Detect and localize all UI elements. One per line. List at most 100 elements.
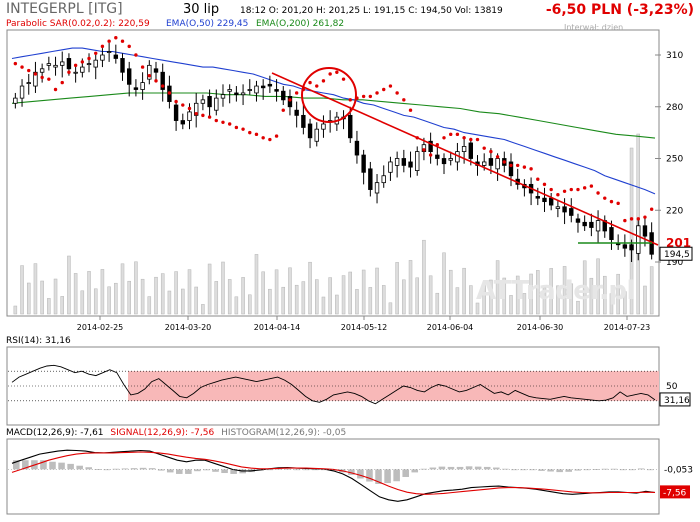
candle-body xyxy=(274,89,279,92)
sar-dot xyxy=(382,87,386,92)
macd-histogram-bar xyxy=(112,468,120,470)
signal-line xyxy=(11,451,656,495)
candle-body xyxy=(73,71,78,74)
macd-legend-histogram: HISTOGRAM(12,26,9): -0,05 xyxy=(221,428,347,438)
sar-dot xyxy=(288,98,292,102)
macd-panel-frame xyxy=(6,438,660,515)
sar-dot xyxy=(509,163,513,168)
macd-histogram-bar xyxy=(411,469,419,473)
volume-bar xyxy=(462,267,466,315)
macd-histogram-bar xyxy=(139,467,147,470)
volume-bar xyxy=(140,278,145,315)
volume-bar xyxy=(455,287,460,315)
sar-dot xyxy=(408,108,413,112)
volume-bar xyxy=(288,267,292,315)
candle-body xyxy=(408,161,413,168)
sar-dot xyxy=(261,136,265,140)
candle-body xyxy=(441,158,447,165)
macd-histogram-bar xyxy=(266,469,274,471)
sar-dot xyxy=(221,120,225,124)
volume-bar xyxy=(341,275,346,315)
sar-dot xyxy=(609,199,614,204)
volume-bar xyxy=(629,147,634,315)
candle-body xyxy=(582,221,587,227)
candle-body xyxy=(562,206,567,213)
macd-histogram-bar xyxy=(456,466,464,470)
watermark: ATTrader.pl xyxy=(476,276,635,306)
volume-bar xyxy=(47,298,51,315)
volume-bar xyxy=(489,279,493,315)
ema50-line xyxy=(11,47,656,195)
date-axis-label: 2014-06-04 xyxy=(427,323,474,332)
sar-dot xyxy=(562,189,567,193)
volume-bar xyxy=(361,269,366,315)
sar-dot xyxy=(214,118,218,123)
sar-dot xyxy=(375,91,379,95)
sar-dot xyxy=(294,91,299,95)
sar-dot xyxy=(33,72,38,76)
volume-bar xyxy=(13,305,18,315)
sar-dot xyxy=(589,184,594,188)
rsi-axis-label: 50 xyxy=(666,382,678,392)
sar-dot xyxy=(328,72,332,76)
sar-dot xyxy=(341,77,346,81)
sar-dot xyxy=(489,149,493,154)
candle-body xyxy=(113,54,119,59)
sar-dot xyxy=(13,61,18,66)
rsi-line xyxy=(11,364,656,405)
candle-body xyxy=(508,161,514,177)
sar-dot xyxy=(395,91,399,95)
legend-sar: Parabolic SAR(0.02,0.2): 220,59 xyxy=(6,19,150,29)
sar-dot xyxy=(388,84,393,88)
macd-histogram-bar xyxy=(194,469,201,472)
macd-histogram-bar xyxy=(646,469,654,471)
macd-histogram-bar xyxy=(447,466,455,470)
ema200-line xyxy=(11,92,656,139)
macd-histogram-bar xyxy=(67,463,74,470)
volume-bar xyxy=(502,277,507,315)
volume-bar xyxy=(328,277,332,315)
sar-dot xyxy=(227,122,232,126)
highlight-circle xyxy=(301,67,357,123)
volume-bar xyxy=(415,277,419,315)
candle-body xyxy=(642,225,648,237)
price-axis-label: 220 xyxy=(666,206,683,216)
candle-body xyxy=(287,96,293,108)
sar-dot xyxy=(274,134,279,138)
macd-histogram-bar xyxy=(628,469,636,471)
sar-dot xyxy=(268,137,272,142)
volume-bar xyxy=(221,261,225,315)
macd-histogram-bar xyxy=(22,460,29,470)
candle-body xyxy=(140,82,145,90)
macd-histogram-bar xyxy=(402,469,409,477)
volume-bar xyxy=(509,295,513,315)
macd-histogram-bar xyxy=(348,469,355,475)
volume-bar xyxy=(388,302,393,315)
macd-histogram-bar xyxy=(130,468,138,470)
sar-dots xyxy=(13,36,654,223)
macd-histogram-bar xyxy=(329,469,337,471)
volume-bar xyxy=(603,275,607,315)
sar-dot xyxy=(529,167,533,171)
sar-dot xyxy=(603,196,607,200)
sar-dot xyxy=(576,187,580,192)
candle-body xyxy=(415,151,420,171)
volume-bar xyxy=(194,286,198,315)
volume-bar xyxy=(201,304,205,315)
sar-dot xyxy=(248,130,252,135)
sar-dot xyxy=(556,193,560,197)
macd-histogram-bar xyxy=(76,465,83,470)
price-change: -6,50 PLN (-3,23%) xyxy=(545,2,694,18)
sar-dot xyxy=(616,201,620,206)
candle-body xyxy=(187,111,192,121)
volume-bar xyxy=(127,280,131,315)
sar-dot xyxy=(27,68,31,73)
candle-body xyxy=(401,158,407,166)
candle-body xyxy=(488,158,494,166)
macd-histogram-bar xyxy=(40,460,47,470)
support-label: 201 xyxy=(666,236,691,250)
volume-bar xyxy=(582,260,587,315)
volume-bar xyxy=(73,273,78,315)
candle-body xyxy=(100,54,105,61)
volume-bar xyxy=(100,269,105,315)
